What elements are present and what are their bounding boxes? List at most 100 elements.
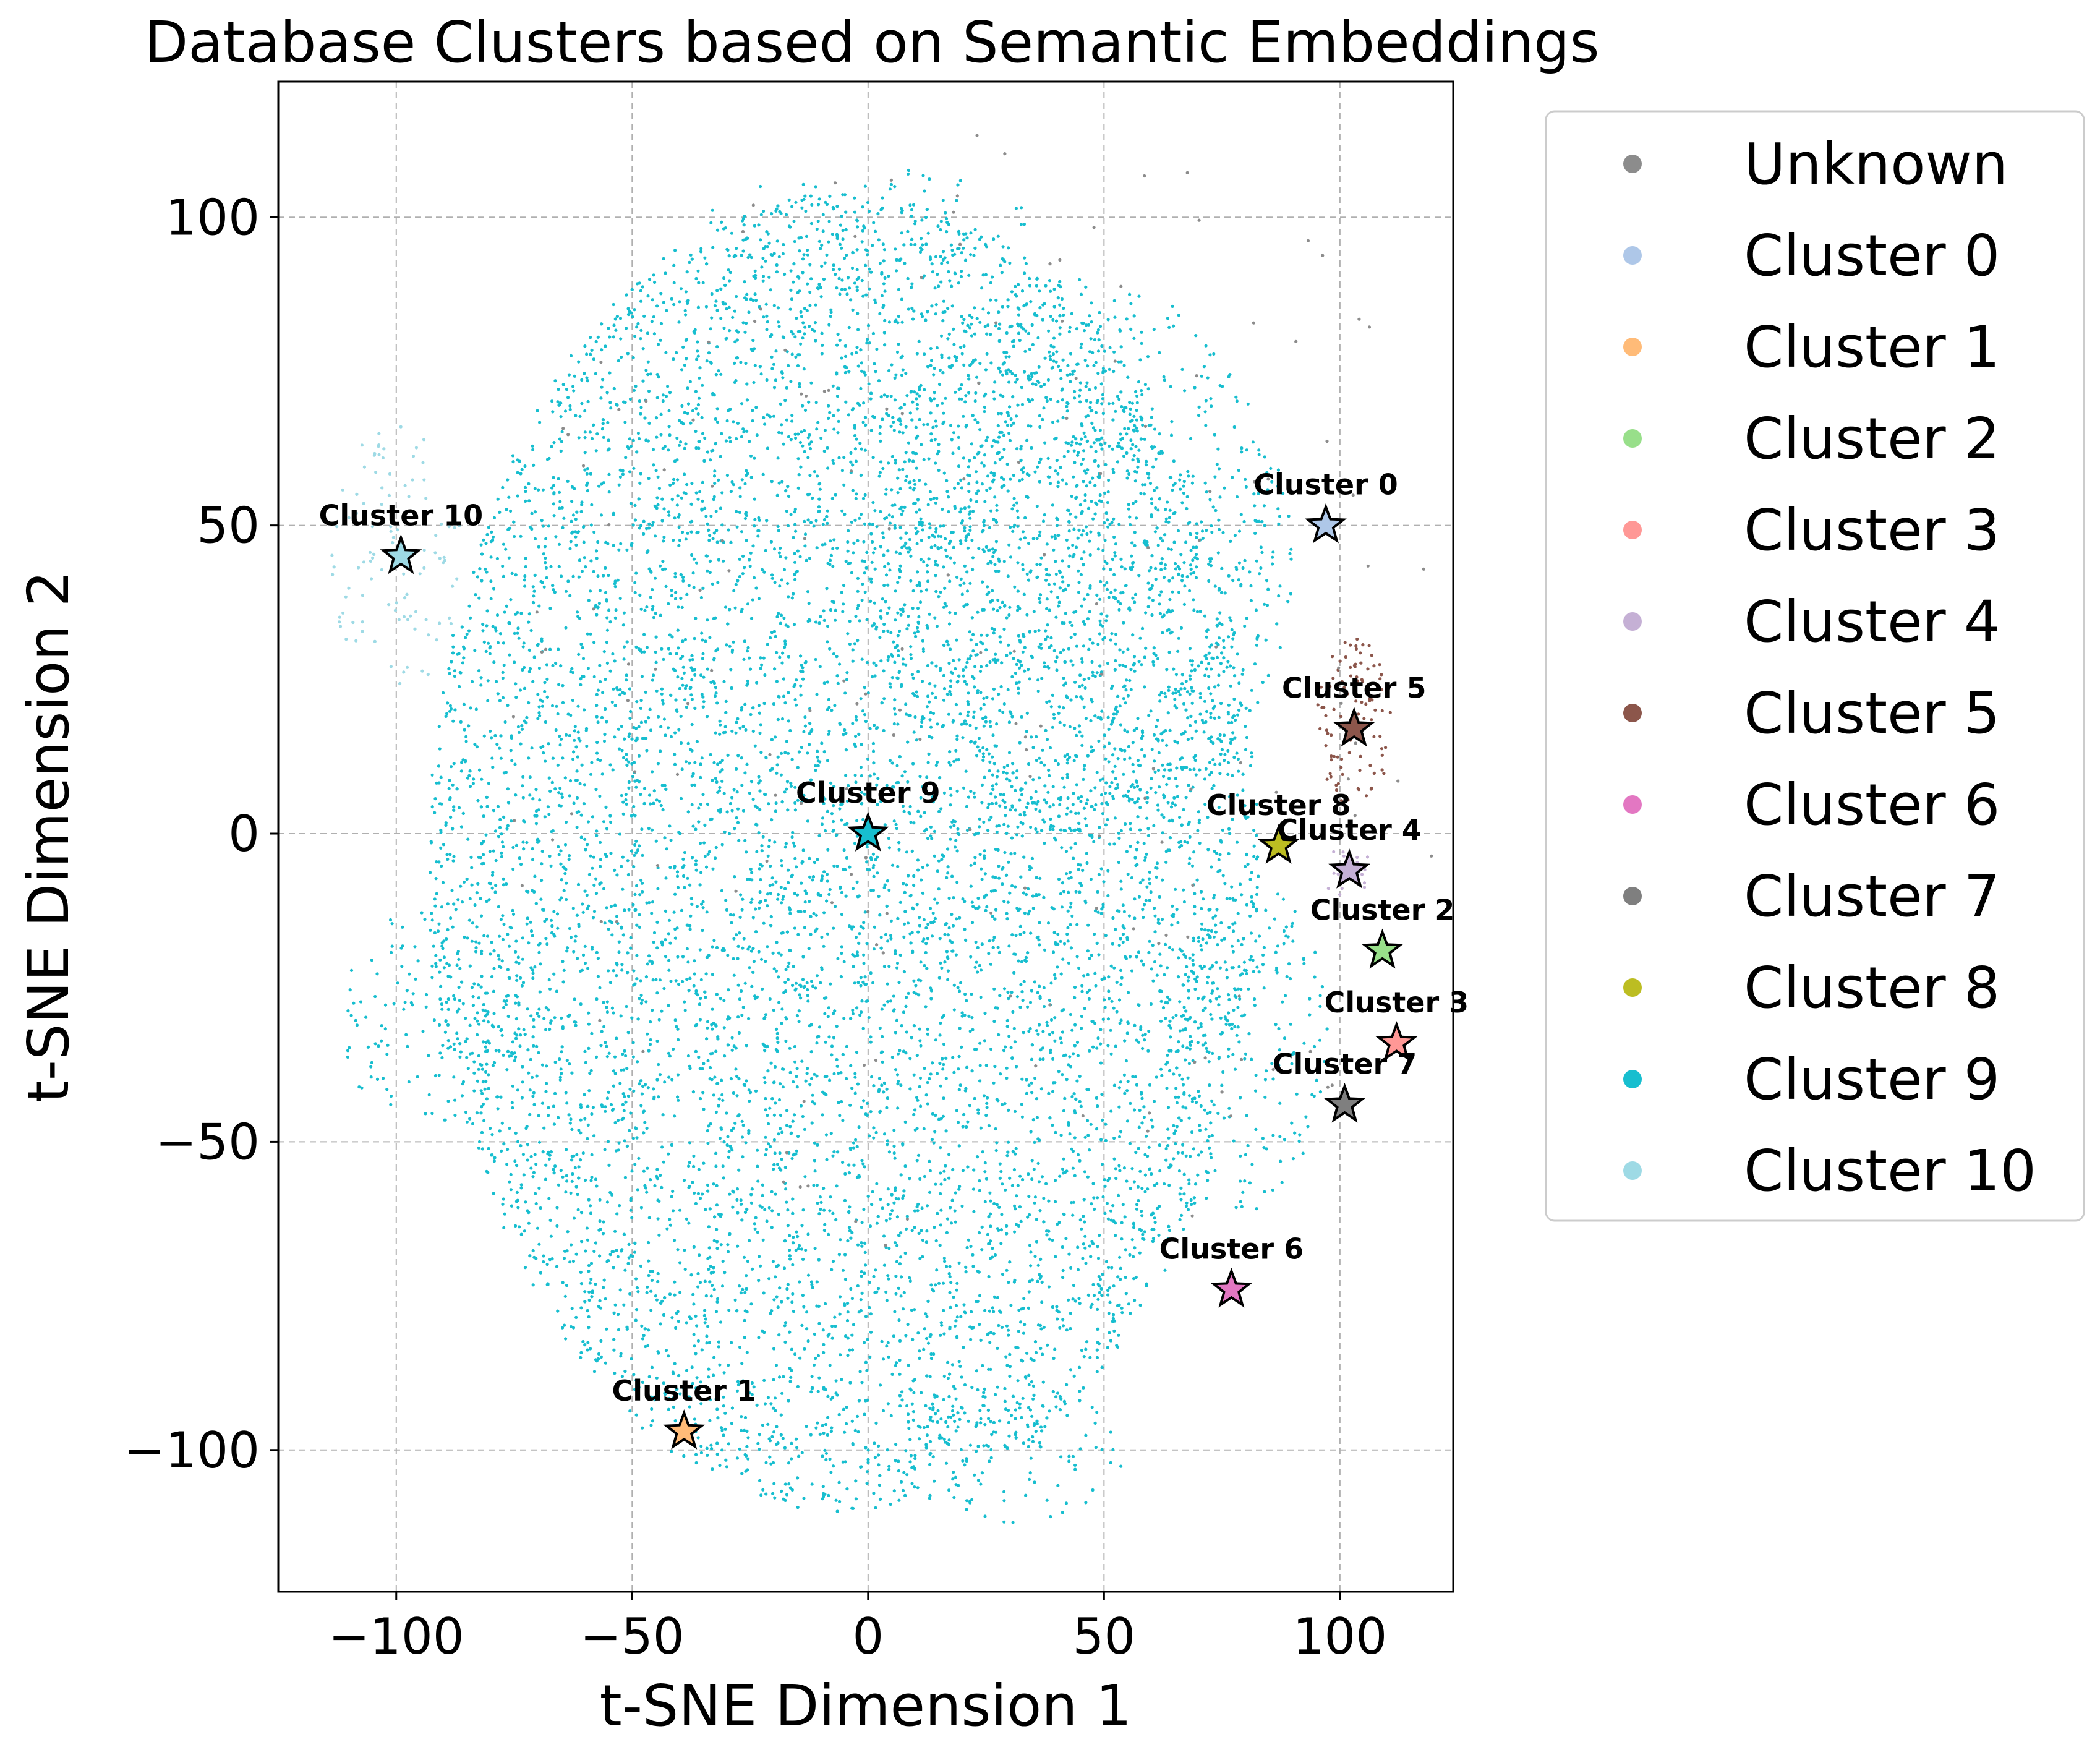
scatter-point <box>934 785 937 790</box>
scatter-point <box>1103 539 1107 542</box>
scatter-point <box>1011 762 1015 766</box>
scatter-point <box>481 629 485 633</box>
scatter-point <box>911 1379 915 1383</box>
scatter-point <box>753 269 757 273</box>
scatter-point <box>675 458 679 462</box>
scatter-point <box>1036 690 1040 693</box>
scatter-point <box>868 341 871 345</box>
scatter-point <box>502 1142 506 1146</box>
scatter-point <box>616 578 620 582</box>
scatter-point <box>823 261 827 265</box>
scatter-point <box>1103 976 1106 980</box>
scatter-point <box>1222 670 1226 673</box>
scatter-point <box>951 1168 955 1172</box>
scatter-point <box>583 708 586 712</box>
scatter-point <box>644 369 648 372</box>
scatter-point <box>1039 761 1043 764</box>
scatter-point <box>699 1380 702 1384</box>
scatter-point <box>854 715 858 719</box>
scatter-point <box>856 576 860 581</box>
scatter-point <box>1174 1129 1177 1133</box>
scatter-point <box>895 1018 898 1022</box>
scatter-point <box>989 1331 993 1334</box>
scatter-point <box>489 882 492 886</box>
scatter-point <box>738 486 742 490</box>
scatter-point <box>1189 1043 1192 1047</box>
scatter-point <box>470 986 474 989</box>
scatter-point <box>922 1127 926 1130</box>
scatter-point <box>1161 738 1164 742</box>
scatter-point <box>937 468 941 472</box>
scatter-point <box>1147 950 1151 955</box>
scatter-point <box>1077 821 1081 825</box>
scatter-point <box>1163 1182 1166 1186</box>
scatter-point <box>872 761 876 765</box>
scatter-point <box>1129 827 1132 831</box>
scatter-point <box>808 1083 812 1087</box>
scatter-point <box>683 886 686 889</box>
scatter-point <box>609 406 613 410</box>
scatter-point <box>498 746 502 750</box>
scatter-point <box>489 645 492 649</box>
scatter-point <box>948 279 952 283</box>
scatter-point <box>500 855 504 858</box>
scatter-point <box>1025 730 1028 733</box>
scatter-point <box>537 705 541 709</box>
scatter-point <box>1034 790 1038 793</box>
scatter-point <box>877 1483 881 1487</box>
scatter-point <box>1131 458 1135 462</box>
scatter-point <box>1043 842 1046 845</box>
scatter-point <box>594 339 598 344</box>
scatter-point <box>1043 383 1046 386</box>
scatter-point <box>764 1148 768 1151</box>
scatter-point <box>787 655 790 659</box>
scatter-point <box>878 262 882 265</box>
scatter-point <box>1131 633 1135 637</box>
scatter-point <box>1179 1186 1183 1190</box>
scatter-point <box>824 829 827 833</box>
scatter-point <box>1227 926 1231 929</box>
scatter-point <box>828 411 832 414</box>
scatter-point <box>825 873 829 876</box>
scatter-point <box>764 793 767 796</box>
scatter-point <box>715 762 720 766</box>
scatter-point <box>1124 955 1127 959</box>
scatter-point <box>1135 848 1138 852</box>
scatter-point <box>737 839 741 842</box>
scatter-point <box>651 587 654 592</box>
scatter-point <box>1171 576 1175 580</box>
scatter-point <box>759 238 762 242</box>
scatter-point <box>1125 1179 1129 1183</box>
scatter-point <box>547 1008 550 1012</box>
scatter-point <box>1041 1352 1044 1356</box>
scatter-point <box>1120 1311 1124 1315</box>
scatter-point <box>898 258 902 262</box>
scatter-point <box>1229 737 1233 741</box>
scatter-point <box>1132 1255 1135 1258</box>
scatter-point <box>639 328 643 333</box>
scatter-point <box>952 1296 955 1299</box>
scatter-point <box>1002 987 1007 991</box>
scatter-point <box>723 830 727 834</box>
scatter-point <box>1120 446 1124 450</box>
scatter-point <box>1133 1023 1137 1027</box>
scatter-point <box>527 701 531 705</box>
scatter-point <box>618 688 622 691</box>
scatter-point <box>983 1387 986 1391</box>
scatter-point <box>830 1268 834 1271</box>
scatter-point <box>954 1220 957 1224</box>
scatter-point <box>440 802 443 806</box>
scatter-point <box>788 1257 792 1261</box>
scatter-point <box>587 873 592 876</box>
scatter-point <box>749 867 753 871</box>
scatter-point <box>631 903 635 907</box>
scatter-point <box>796 1505 800 1509</box>
scatter-point <box>1033 1195 1037 1199</box>
scatter-point <box>697 1168 701 1171</box>
scatter-point <box>1061 478 1064 482</box>
scatter-point <box>601 378 605 382</box>
scatter-point <box>487 898 491 902</box>
scatter-point <box>814 519 818 523</box>
scatter-point <box>826 1433 829 1437</box>
scatter-point <box>743 981 747 985</box>
